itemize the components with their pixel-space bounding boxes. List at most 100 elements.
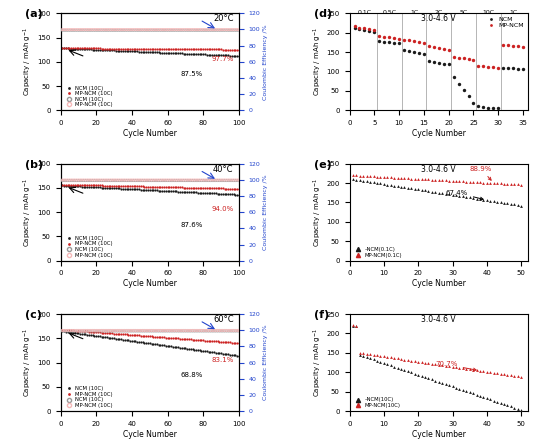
Point: [63, 327, 72, 334]
Point: [86, 328, 95, 335]
Point: [102, 329, 111, 336]
Point: [362, 351, 371, 358]
Point: [465, 194, 474, 201]
Point: [81, 182, 90, 189]
Point: [438, 177, 447, 184]
Point: [229, 26, 238, 33]
Point: [69, 45, 78, 52]
Point: [226, 177, 234, 184]
Point: [72, 181, 81, 188]
Point: [78, 177, 86, 184]
Point: [226, 339, 234, 346]
Point: [427, 360, 436, 367]
Point: [156, 327, 165, 334]
Point: [69, 26, 78, 33]
Point: [129, 328, 138, 335]
Point: [229, 185, 238, 192]
Point: [464, 56, 473, 63]
Point: [76, 183, 85, 190]
Point: [149, 340, 158, 347]
Y-axis label: Capacity / mAh g$^{-1}$: Capacity / mAh g$^{-1}$: [22, 178, 35, 247]
Point: [72, 327, 81, 334]
Point: [192, 336, 201, 343]
Point: [380, 38, 389, 46]
Point: [79, 46, 88, 53]
Point: [210, 327, 218, 334]
Point: [375, 38, 384, 45]
Point: [124, 26, 133, 33]
Point: [168, 50, 177, 57]
Point: [355, 349, 364, 356]
Point: [224, 52, 233, 59]
Point: [58, 328, 67, 335]
Point: [168, 184, 177, 191]
Point: [218, 26, 227, 33]
Point: [102, 182, 111, 189]
Point: [94, 184, 102, 191]
Point: [231, 27, 240, 34]
Point: [149, 46, 158, 53]
Point: [179, 177, 188, 184]
Point: [147, 177, 156, 184]
Point: [63, 182, 72, 189]
Point: [201, 328, 210, 335]
Point: [168, 176, 177, 183]
Point: [72, 329, 81, 336]
Point: [233, 191, 241, 198]
Point: [222, 185, 231, 192]
Point: [420, 50, 428, 57]
Point: [175, 27, 184, 34]
Point: [74, 330, 82, 337]
Point: [67, 45, 75, 52]
Point: [496, 180, 505, 187]
Point: [160, 49, 168, 56]
Point: [70, 45, 79, 52]
Point: [202, 51, 211, 58]
Point: [168, 27, 177, 34]
Point: [140, 339, 148, 346]
Point: [226, 191, 234, 198]
Point: [174, 176, 183, 183]
Point: [414, 186, 422, 193]
Point: [211, 338, 220, 345]
Point: [199, 51, 208, 58]
Point: [201, 51, 210, 58]
Point: [167, 328, 175, 335]
Point: [448, 191, 457, 198]
Point: [79, 331, 88, 338]
Point: [170, 343, 179, 351]
Point: [208, 185, 217, 192]
Point: [220, 176, 229, 183]
Point: [145, 46, 154, 53]
Point: [72, 328, 81, 335]
Point: [410, 358, 419, 365]
Point: [431, 189, 440, 196]
Point: [102, 184, 111, 191]
Point: [85, 45, 94, 52]
Point: [152, 177, 161, 184]
Point: [122, 27, 131, 34]
Point: [90, 183, 99, 191]
Point: [120, 45, 129, 52]
Point: [108, 335, 117, 342]
Point: [63, 45, 72, 52]
Point: [154, 176, 163, 183]
Point: [108, 45, 117, 52]
Legend: NCM (10C), MP-NCM (10C), NCM (10C), MP-NCM (10C): NCM (10C), MP-NCM (10C), NCM (10C), MP-N…: [63, 85, 113, 108]
Point: [106, 182, 115, 189]
Point: [81, 176, 90, 183]
Point: [131, 332, 140, 339]
Point: [160, 26, 168, 33]
Point: [513, 405, 522, 412]
Point: [101, 184, 109, 191]
Point: [120, 27, 129, 34]
Point: [372, 179, 381, 187]
Point: [128, 176, 136, 183]
Point: [136, 176, 145, 183]
Point: [465, 366, 474, 373]
Point: [95, 45, 104, 52]
Point: [369, 173, 378, 180]
Point: [192, 27, 201, 34]
Point: [95, 177, 104, 184]
Point: [350, 24, 359, 31]
